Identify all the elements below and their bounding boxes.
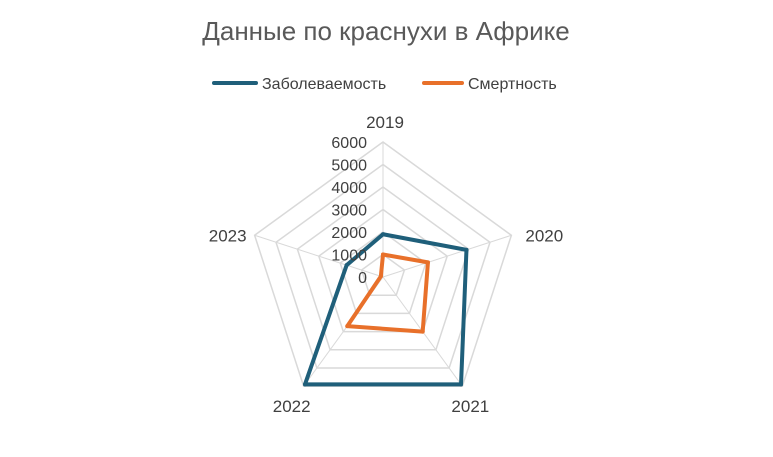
- radial-tick-labels: 0 1000 2000 3000 4000 5000 6000: [331, 135, 367, 287]
- grid-ring-2: [339, 231, 427, 315]
- data-point-1-0: [381, 252, 385, 257]
- data-point-1-3: [345, 324, 350, 329]
- data-point-0-1: [464, 247, 469, 252]
- series-line-1: [345, 252, 430, 334]
- data-point-1-2: [420, 329, 425, 334]
- tick-label-1: 1000: [331, 248, 367, 265]
- legend: Заболеваемость Смертность: [212, 76, 557, 93]
- radar-series: [302, 232, 469, 387]
- grid-ring-1: [360, 253, 406, 296]
- legend-label-incidence: Заболеваемость: [262, 76, 386, 93]
- series-line-0: [302, 232, 469, 387]
- grid-spoke-1: [382, 234, 512, 278]
- data-point-0-4: [344, 263, 349, 268]
- grid-spoke-4: [254, 234, 384, 278]
- grid-ring-5: [275, 163, 491, 369]
- tick-label-3: 3000: [331, 203, 367, 220]
- category-label-2019: 2019: [366, 113, 404, 132]
- category-label-2022: 2022: [273, 397, 311, 416]
- category-label-2023: 2023: [209, 226, 247, 245]
- tick-label-4: 4000: [331, 180, 367, 197]
- legend-label-mortality: Смертность: [468, 76, 557, 93]
- data-point-0-3: [302, 382, 307, 387]
- chart-title: Данные по краснухи в Африке: [202, 16, 570, 46]
- category-label-2020: 2020: [525, 226, 563, 245]
- category-label-2021: 2021: [451, 397, 489, 416]
- tick-label-2: 2000: [331, 225, 367, 242]
- data-point-0-2: [459, 382, 464, 387]
- data-point-1-1: [425, 260, 430, 265]
- category-labels: 2019 2020 2021 2022 2023: [209, 113, 563, 416]
- tick-label-6: 6000: [331, 135, 367, 152]
- tick-label-0: 0: [358, 270, 367, 287]
- data-point-0-0: [381, 232, 385, 237]
- data-point-1-4: [378, 274, 383, 279]
- grid-ring-3: [317, 208, 449, 333]
- tick-label-5: 5000: [331, 158, 367, 175]
- grid-ring-4: [296, 186, 470, 351]
